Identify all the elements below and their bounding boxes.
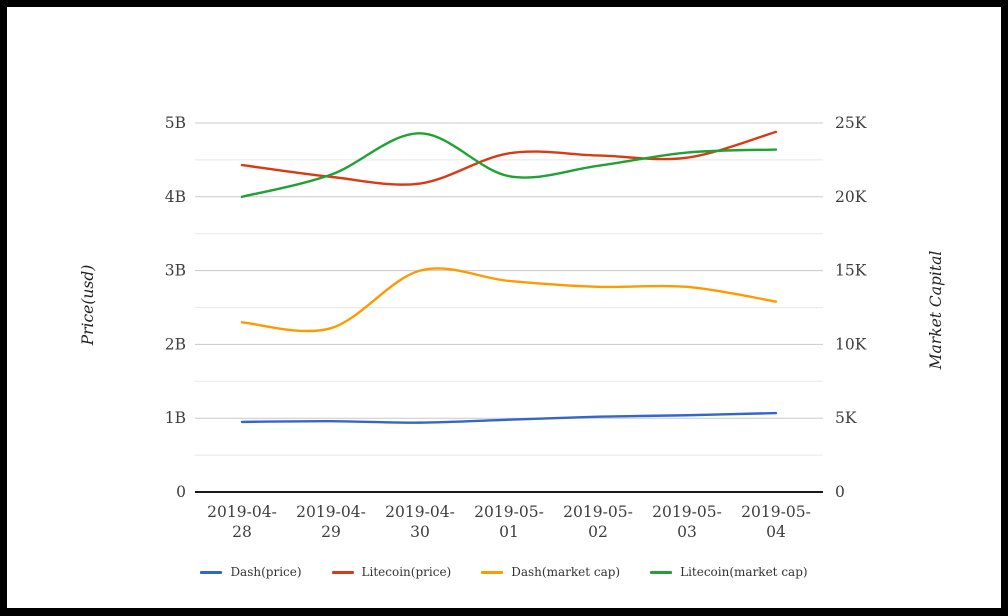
- series-line-litecoin-price: [240, 130, 778, 186]
- legend-line-icon: [481, 570, 504, 574]
- left-axis-title: Price(usd): [79, 264, 97, 346]
- series-line-dash-market-cap: [240, 267, 778, 333]
- legend-item-litecoin-price[interactable]: Litecoin(price): [331, 565, 452, 579]
- gridlines: [195, 122, 823, 456]
- svg-text:2B: 2B: [165, 335, 186, 353]
- legend-line-icon: [650, 570, 673, 574]
- legend-label: Dash(price): [230, 565, 302, 579]
- legend-item-dash-market-cap[interactable]: Dash(market cap): [481, 565, 620, 579]
- svg-text:4B: 4B: [165, 188, 186, 206]
- svg-text:2019-04-28: 2019-04-28: [207, 503, 277, 541]
- svg-text:25K: 25K: [835, 114, 867, 132]
- svg-text:0: 0: [835, 483, 845, 501]
- svg-text:10K: 10K: [835, 335, 867, 353]
- legend-line-icon: [331, 570, 354, 574]
- legend-item-dash-price[interactable]: Dash(price): [200, 565, 302, 579]
- y-axis-left-ticks: 0 1B 2B 3B 4B 5B: [165, 114, 186, 501]
- svg-text:1B: 1B: [165, 409, 186, 427]
- svg-text:15K: 15K: [835, 262, 867, 280]
- svg-text:20K: 20K: [835, 188, 867, 206]
- svg-text:0: 0: [176, 483, 186, 501]
- legend: Dash(price) Litecoin(price) Dash(market …: [7, 565, 1001, 579]
- legend-label: Litecoin(price): [361, 565, 452, 579]
- legend-label: Litecoin(market cap): [680, 565, 808, 579]
- svg-text:2019-04-30: 2019-04-30: [385, 503, 455, 541]
- svg-text:3B: 3B: [165, 262, 186, 280]
- svg-text:2019-05-03: 2019-05-03: [652, 503, 722, 541]
- series-line-litecoin-market-cap: [240, 132, 778, 198]
- legend-line-icon: [200, 570, 223, 574]
- y-axis-right-ticks: 0 5K 10K 15K 20K 25K: [835, 114, 867, 501]
- chart-canvas: 01B2B3B4B5B05K10K15K20K25K2019-04-282019…: [165, 114, 867, 541]
- svg-text:5B: 5B: [165, 114, 186, 132]
- legend-item-litecoin-market-cap[interactable]: Litecoin(market cap): [650, 565, 808, 579]
- svg-text:5K: 5K: [835, 409, 857, 427]
- right-axis-title: Market Capital: [927, 250, 945, 370]
- svg-text:2019-04-29: 2019-04-29: [296, 503, 366, 541]
- svg-text:2019-05-01: 2019-05-01: [474, 503, 544, 541]
- series-line-dash-price: [240, 411, 778, 424]
- svg-text:2019-05-04: 2019-05-04: [741, 503, 811, 541]
- x-axis-labels: 2019-04-28 2019-04-29 2019-04-30 2019-05-01…: [207, 503, 811, 541]
- svg-text:2019-05-02: 2019-05-02: [563, 503, 633, 541]
- legend-label: Dash(market cap): [511, 565, 621, 579]
